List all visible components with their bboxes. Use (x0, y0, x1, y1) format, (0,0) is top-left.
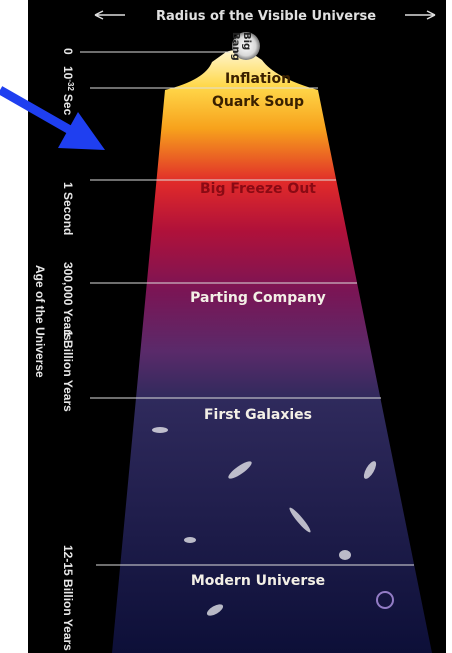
universe-diagram: Radius of the Visible Universe Big Bang … (0, 0, 452, 653)
stage-label: Quark Soup (212, 94, 304, 110)
big-bang-line: Bang (230, 32, 241, 61)
axis-label: Age of the Universe (33, 265, 47, 378)
stage-label: Modern Universe (191, 573, 325, 589)
time-label: 12-15 Billion Years (61, 545, 75, 651)
time-label: 0 (61, 48, 75, 55)
time-base: 10 (61, 66, 75, 80)
stage-label: Inflation (225, 71, 291, 87)
time-unit: Sec (61, 94, 75, 116)
title: Radius of the Visible Universe (156, 9, 376, 24)
time-label: 1 Billion Years (61, 330, 75, 412)
big-bang-line: Big (241, 32, 252, 50)
stage-label: Parting Company (190, 290, 326, 306)
stage-label: First Galaxies (204, 407, 312, 423)
time-label: 1 Second (61, 182, 75, 235)
stage-label: Big Freeze Out (200, 181, 316, 197)
time-exponent: -32 (66, 79, 75, 91)
